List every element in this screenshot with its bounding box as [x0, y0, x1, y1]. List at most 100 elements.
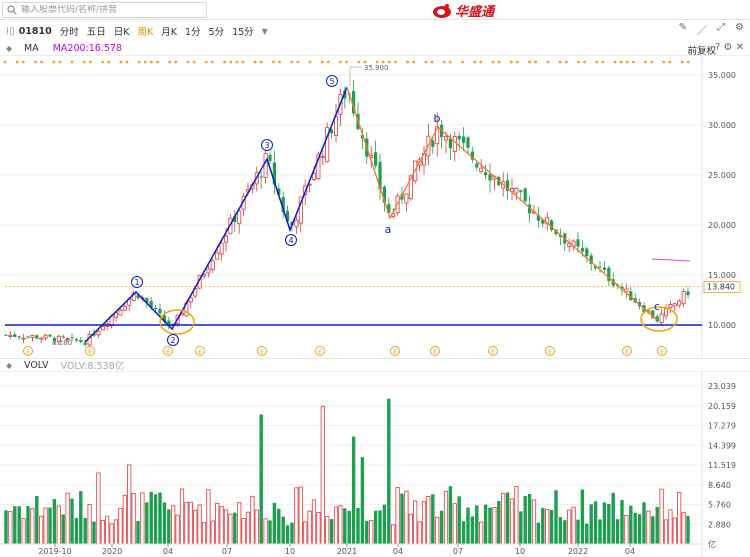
candle-body-down — [470, 151, 474, 160]
event-dot — [70, 60, 74, 64]
volume-bar-down — [598, 519, 602, 544]
period-tab-monthly[interactable]: 月K — [161, 27, 177, 38]
volume-bar-down — [373, 510, 378, 544]
volume-chart[interactable]: 23.039 20.159 17.279 14.399 11.519 8.640 5.760… — [0, 372, 750, 557]
candle-body-up — [298, 196, 303, 224]
earnings-marker-text: E — [26, 349, 30, 356]
candle-body-down — [70, 337, 74, 339]
candle-body-down — [686, 291, 690, 296]
close-icon[interactable]: ✕ — [735, 42, 744, 53]
event-dot — [564, 60, 568, 64]
ma-row-icons: ? ⚙ ✕ — [715, 42, 744, 53]
volume-bar-down — [655, 506, 659, 544]
period-tab-1min[interactable]: 1分 — [184, 27, 201, 38]
ma-label[interactable]: MA — [24, 43, 39, 54]
volume-axis: 23.039 20.159 17.279 14.399 11.519 8.640 5.760… — [708, 382, 736, 549]
candle-body-up — [223, 235, 228, 243]
volume-bar-up — [509, 498, 515, 545]
volume-bar-up — [311, 499, 317, 545]
candle-body-down — [13, 334, 17, 337]
event-dot — [125, 60, 129, 64]
volume-bar-up — [404, 490, 409, 545]
vol-tick-label: 23.039 — [708, 382, 736, 391]
draw-line-icon[interactable]: ／ — [697, 26, 708, 37]
event-dot — [296, 60, 300, 64]
period-tab-15min[interactable]: 15分 — [232, 27, 254, 38]
draw-pen-icon[interactable]: ✎ — [678, 22, 688, 33]
vol-label[interactable]: VOLV — [24, 359, 49, 371]
event-dot-row — [3, 60, 690, 64]
candle-body-up — [96, 330, 101, 336]
period-toolbar: ⁞▯ 01810 分时 五日 日K 周K 月K 1分 5分 15分 ▼ — [0, 22, 750, 40]
fullscreen-icon[interactable]: ⤢ — [717, 22, 726, 33]
event-dot — [406, 60, 409, 64]
event-dot — [662, 60, 666, 64]
volume-bar-up — [492, 506, 497, 545]
volume-bar-down — [79, 491, 83, 544]
candle-body-up — [8, 334, 13, 338]
time-tick-label: 04 — [163, 547, 173, 556]
volume-bar-up — [65, 492, 70, 545]
candle-body-up — [668, 304, 673, 308]
volume-bar-down — [607, 503, 611, 544]
candle-body-down — [457, 135, 461, 140]
period-tab-weekly[interactable]: 周K — [137, 27, 154, 38]
volume-bar-up — [624, 515, 629, 545]
search-icon — [7, 5, 17, 15]
event-dot — [412, 60, 416, 64]
chevron-down-icon[interactable]: ▼ — [261, 26, 268, 36]
event-dot — [534, 60, 538, 64]
candle-body-down — [136, 295, 140, 298]
candle-body-up — [206, 268, 211, 274]
volume-bar-up — [316, 512, 321, 545]
event-dot — [241, 60, 245, 64]
price-chart[interactable]: 1 2 3 4 5 a b c 35.900 8.280 13.840 35.000 30.000 25… — [0, 57, 750, 357]
search-input[interactable] — [21, 5, 201, 15]
volume-bar-down — [448, 486, 453, 544]
chart-tools: ✎ ／ ⤢ ⚙ — [679, 22, 744, 37]
adjust-selector[interactable]: 前复权 — [687, 46, 716, 57]
period-tab-daily[interactable]: 日K — [113, 27, 130, 38]
event-dot — [34, 60, 37, 64]
volume-bar-up — [479, 521, 484, 545]
volume-bar-up — [303, 521, 308, 545]
candlesticks — [4, 80, 690, 348]
event-dot — [259, 60, 263, 64]
vol-tick-label: 8.640 — [708, 481, 731, 490]
volume-bar-down — [585, 523, 589, 544]
candle-body-down — [589, 255, 593, 264]
volume-bar-down — [17, 506, 21, 544]
volume-bar-down — [563, 520, 567, 544]
help-icon[interactable]: ? — [714, 42, 721, 53]
volume-bar-down — [593, 501, 598, 544]
collapse-icon[interactable]: ◆ — [6, 44, 13, 53]
period-tab-intraday[interactable]: 分时 — [59, 27, 79, 38]
volume-bar-down — [615, 519, 620, 544]
event-dot — [211, 60, 214, 64]
event-dot — [601, 60, 605, 64]
period-tab-5min[interactable]: 5分 — [208, 27, 225, 38]
volume-bar-up — [184, 502, 189, 545]
candle-body-down — [277, 188, 281, 195]
candle-body-down — [594, 266, 598, 269]
volume-bar-down — [136, 520, 140, 544]
event-dot — [497, 60, 501, 64]
candle-body-down — [536, 215, 540, 221]
candle-body-down — [629, 291, 633, 301]
settings-icon[interactable]: ⚙ — [723, 42, 733, 53]
event-dot — [58, 60, 62, 64]
volume-bar-up — [663, 519, 669, 545]
volume-bar-up — [39, 515, 44, 545]
settings-icon[interactable]: ⚙ — [735, 22, 744, 33]
event-dot — [516, 60, 519, 64]
volume-bar-up — [206, 489, 211, 545]
earnings-marker-circle — [195, 346, 205, 356]
volume-bar-up — [179, 488, 185, 545]
volume-bar-down — [233, 512, 237, 544]
period-tab-5day[interactable]: 五日 — [86, 27, 106, 38]
candle-body-up — [664, 308, 669, 317]
collapse-icon[interactable]: ◆ — [6, 360, 13, 370]
stock-search-box[interactable] — [2, 2, 207, 18]
wave-label-text: 2 — [170, 336, 175, 345]
volume-bar-up — [43, 507, 48, 545]
